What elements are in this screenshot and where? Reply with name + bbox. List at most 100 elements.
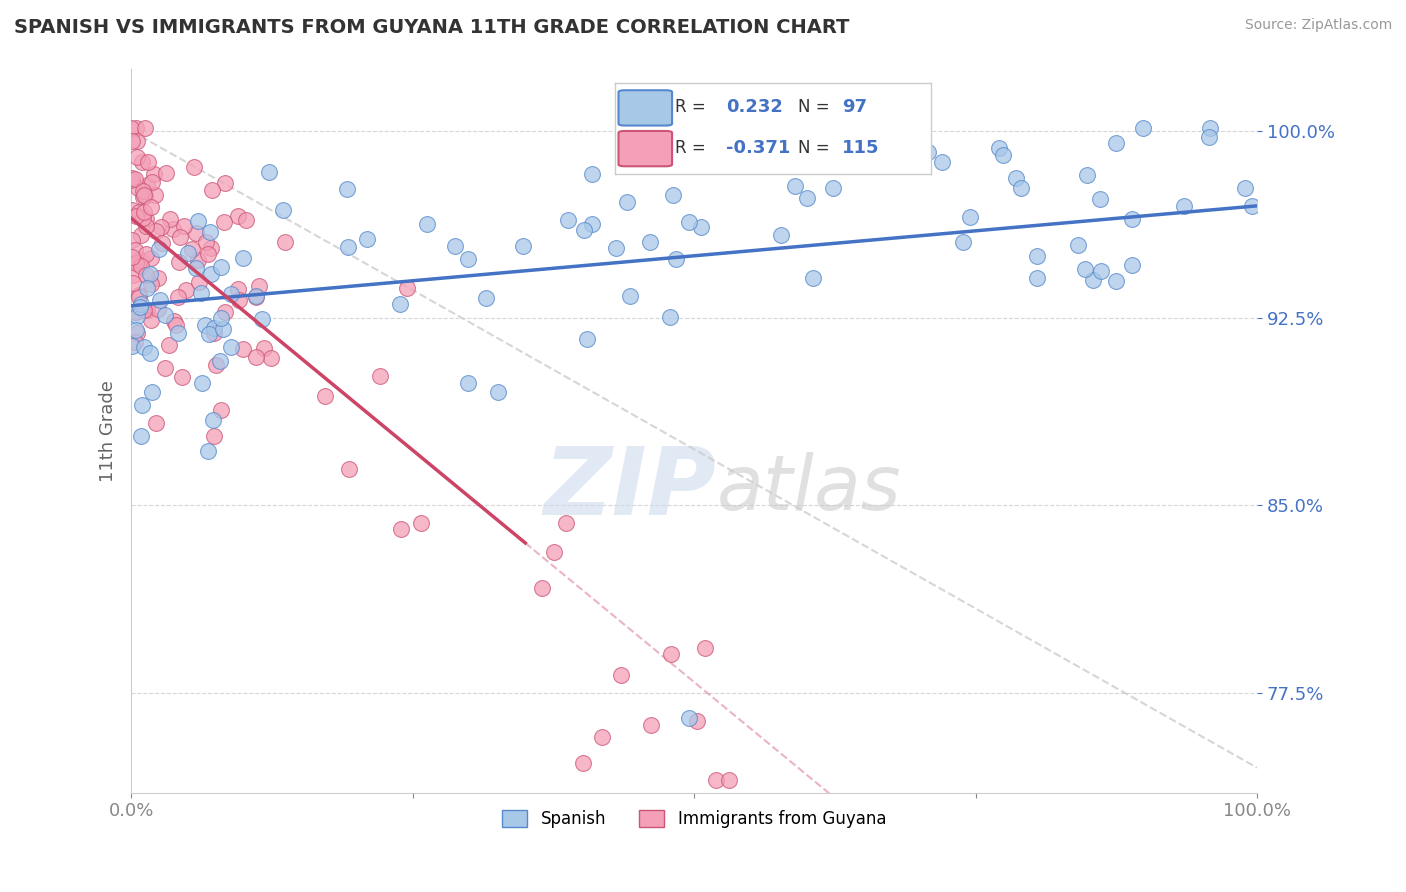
Point bbox=[409, 516, 432, 531]
Point bbox=[803, 270, 825, 285]
Point bbox=[1173, 199, 1195, 213]
Point bbox=[250, 311, 273, 326]
Point bbox=[894, 156, 917, 170]
Point bbox=[543, 544, 565, 558]
Point bbox=[141, 313, 163, 327]
Point bbox=[200, 241, 222, 255]
Point bbox=[153, 360, 176, 375]
Point bbox=[188, 275, 211, 289]
Point bbox=[576, 332, 599, 346]
Point bbox=[150, 220, 173, 235]
Point bbox=[122, 268, 145, 282]
Point bbox=[952, 235, 974, 249]
Point bbox=[554, 516, 576, 531]
Point bbox=[796, 191, 818, 205]
Point bbox=[121, 250, 143, 264]
Point bbox=[457, 376, 479, 391]
Point bbox=[271, 202, 294, 217]
Point bbox=[987, 141, 1010, 155]
Point bbox=[388, 297, 411, 311]
Point bbox=[125, 209, 148, 223]
Point bbox=[531, 582, 554, 596]
Point bbox=[1067, 238, 1090, 252]
Point bbox=[184, 260, 207, 275]
Point bbox=[1010, 181, 1032, 195]
Point bbox=[235, 213, 257, 227]
Point bbox=[201, 413, 224, 427]
Point bbox=[212, 215, 235, 229]
Point bbox=[695, 641, 717, 656]
Point bbox=[662, 187, 685, 202]
Point bbox=[1083, 273, 1105, 287]
Point bbox=[135, 178, 157, 192]
Point bbox=[678, 214, 700, 228]
Point bbox=[150, 235, 173, 250]
Text: Source: ZipAtlas.com: Source: ZipAtlas.com bbox=[1244, 18, 1392, 32]
Point bbox=[991, 148, 1014, 162]
Point bbox=[209, 310, 232, 325]
Point bbox=[163, 314, 186, 328]
Point bbox=[125, 326, 148, 341]
Point bbox=[139, 277, 162, 291]
Point bbox=[181, 242, 204, 256]
Point bbox=[159, 211, 181, 226]
Point bbox=[204, 358, 226, 372]
Point bbox=[166, 290, 188, 304]
Point bbox=[1240, 199, 1263, 213]
Point bbox=[124, 244, 146, 258]
Point bbox=[141, 200, 163, 214]
Point bbox=[136, 303, 159, 318]
Point bbox=[1198, 130, 1220, 145]
Point bbox=[190, 286, 212, 301]
Point bbox=[1088, 192, 1111, 206]
Point bbox=[416, 218, 439, 232]
Point bbox=[132, 184, 155, 198]
Point bbox=[129, 227, 152, 242]
Point bbox=[139, 267, 162, 281]
Point bbox=[389, 522, 412, 536]
Point bbox=[124, 172, 146, 186]
Point bbox=[162, 222, 184, 236]
Point bbox=[512, 238, 534, 252]
Point bbox=[638, 235, 661, 249]
Point bbox=[610, 667, 633, 681]
Point bbox=[219, 287, 242, 301]
Point bbox=[202, 326, 225, 341]
Point bbox=[557, 213, 579, 227]
Point bbox=[704, 773, 727, 788]
Text: atlas: atlas bbox=[717, 451, 901, 525]
Point bbox=[1026, 270, 1049, 285]
Point bbox=[228, 293, 250, 307]
Point bbox=[769, 228, 792, 243]
Point bbox=[194, 318, 217, 332]
Point bbox=[245, 351, 267, 365]
Point bbox=[1234, 181, 1257, 195]
Point bbox=[155, 166, 177, 180]
Point bbox=[165, 318, 187, 332]
Point bbox=[134, 205, 156, 219]
Point bbox=[659, 310, 682, 324]
Point bbox=[134, 121, 156, 136]
Point bbox=[1198, 121, 1220, 136]
Point bbox=[134, 188, 156, 202]
Point bbox=[125, 305, 148, 319]
Point bbox=[167, 255, 190, 269]
Point bbox=[121, 202, 143, 217]
Point bbox=[1073, 262, 1095, 277]
Point bbox=[129, 297, 152, 311]
Point bbox=[128, 287, 150, 301]
Point bbox=[1121, 212, 1143, 227]
Point bbox=[121, 170, 143, 185]
Point bbox=[176, 246, 198, 260]
Point bbox=[145, 224, 167, 238]
Y-axis label: 11th Grade: 11th Grade bbox=[100, 380, 117, 482]
Point bbox=[686, 714, 709, 728]
Point bbox=[136, 281, 159, 295]
Point bbox=[1105, 274, 1128, 288]
Point bbox=[131, 155, 153, 169]
Point bbox=[169, 230, 191, 244]
Point bbox=[209, 353, 232, 368]
Point bbox=[202, 320, 225, 334]
Point bbox=[785, 178, 807, 193]
Point bbox=[131, 429, 153, 443]
